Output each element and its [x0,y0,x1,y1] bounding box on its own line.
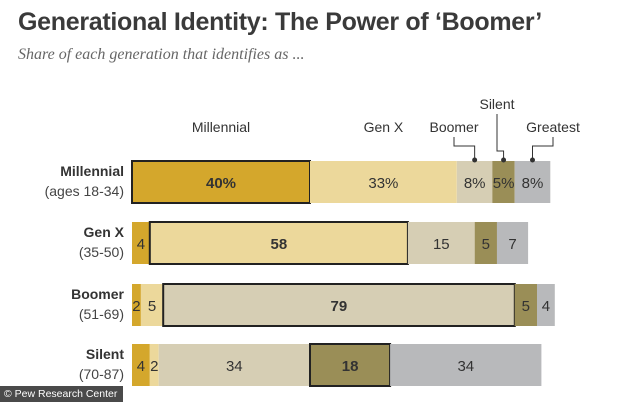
bar-millennial-boomer [456,161,493,203]
row-label-boomer: Boomer [71,286,124,302]
bar-silent-gen-x [149,344,159,386]
row-label-silent: Silent [86,346,124,362]
legend-label-millennial: Millennial [192,119,250,135]
row-sublabel-gen-x: (35-50) [79,244,124,260]
value-label: 5 [148,298,156,315]
legend-label-greatest: Greatest [526,119,580,135]
row-sublabel-millennial: (ages 18-34) [45,183,124,199]
bar-silent-greatest [390,344,542,386]
value-label: 33% [368,175,398,192]
value-label: 34 [226,358,243,375]
legend-leader-boomer [453,137,476,160]
bar-millennial-greatest [514,161,551,203]
legend-leader-greatest [532,137,554,160]
bar-millennial-gen-x [310,161,457,203]
bar-boomer-silent [514,284,537,326]
bar-gen-x-boomer [407,222,475,264]
chart-subtitle: Share of each generation that identifies… [18,46,305,63]
value-label: 34 [457,358,474,375]
value-label: 15 [433,236,450,253]
value-label: 4 [137,236,145,253]
value-label: 58 [271,236,288,253]
bar-millennial-silent [492,161,515,203]
value-label: 2 [132,298,140,315]
legend-leader-silent [496,114,505,160]
value-label: 8% [522,175,544,192]
chart-title: Generational Identity: The Power of ‘Boo… [18,8,542,36]
legend-dot-silent [501,157,507,163]
value-label: 5 [522,298,530,315]
legend-label-boomer: Boomer [429,119,478,135]
bar-gen-x-millennial [132,222,150,264]
legend-dot-boomer [472,157,478,163]
legend-label-gen-x: Gen X [364,119,404,135]
source-note: © Pew Research Center [0,386,124,402]
bar-boomer-greatest [537,284,555,326]
bar-millennial-millennial [131,160,311,204]
value-label: 2 [150,358,158,375]
row-label-gen-x: Gen X [84,224,125,240]
value-label: 4 [542,298,550,315]
value-label: 18 [342,358,359,375]
bar-gen-x-silent [474,222,497,264]
legend-label-silent: Silent [479,96,514,112]
value-label: 5 [482,236,490,253]
legend-dot-greatest [530,157,535,163]
row-sublabel-boomer: (51-69) [79,306,124,322]
value-label: 4 [137,358,145,375]
row-label-millennial: Millennial [60,163,124,179]
bar-silent-millennial [132,344,150,386]
value-label: 79 [331,298,348,315]
value-label: 40% [206,175,236,192]
bar-silent-silent [309,343,392,387]
bar-boomer-millennial [132,284,141,326]
value-label: 8% [464,175,486,192]
bar-boomer-gen-x [140,284,164,326]
row-sublabel-silent: (70-87) [79,366,124,382]
value-label: 7 [508,236,516,253]
bar-gen-x-greatest [496,222,529,264]
bar-silent-boomer [158,344,310,386]
value-label: 5% [493,175,515,192]
